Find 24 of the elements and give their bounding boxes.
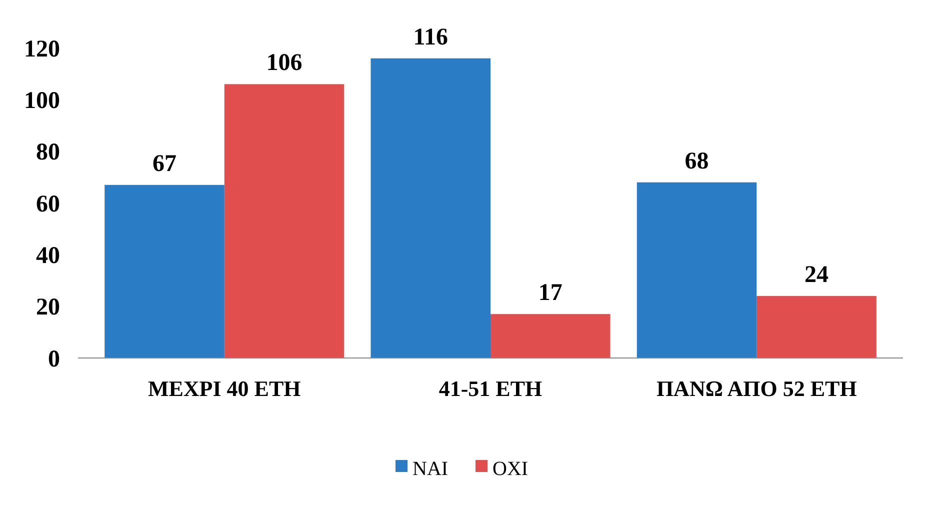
bar (104, 184, 224, 358)
bar (490, 314, 610, 358)
bar (370, 58, 490, 358)
data-label: 106 (266, 50, 302, 76)
data-label: 68 (684, 148, 709, 174)
data-label: 24 (804, 262, 829, 288)
bar (756, 296, 876, 358)
x-tick-label: ΠΑΝΩ ΑΠΟ 52 ΕΤΗ (656, 376, 857, 401)
legend-label: ΟΧΙ (492, 458, 528, 480)
y-tick-label: 20 (36, 294, 60, 321)
data-label: 17 (538, 280, 562, 306)
y-tick-label: 100 (24, 88, 60, 114)
y-tick-label: 60 (36, 191, 60, 218)
x-tick-label: ΜΕΧΡΙ 40 ΕΤΗ (148, 376, 301, 401)
y-tick-label: 80 (36, 140, 60, 166)
y-tick-label: 0 (48, 346, 60, 372)
data-label: 116 (413, 24, 448, 50)
bar (636, 182, 757, 358)
legend-label: ΝΑΙ (412, 458, 448, 480)
y-tick-label: 120 (24, 36, 60, 62)
y-tick-label: 40 (36, 243, 60, 270)
data-label: 67 (152, 150, 176, 177)
x-tick-label: 41-51 ΕΤΗ (438, 376, 542, 401)
bar (224, 84, 344, 358)
